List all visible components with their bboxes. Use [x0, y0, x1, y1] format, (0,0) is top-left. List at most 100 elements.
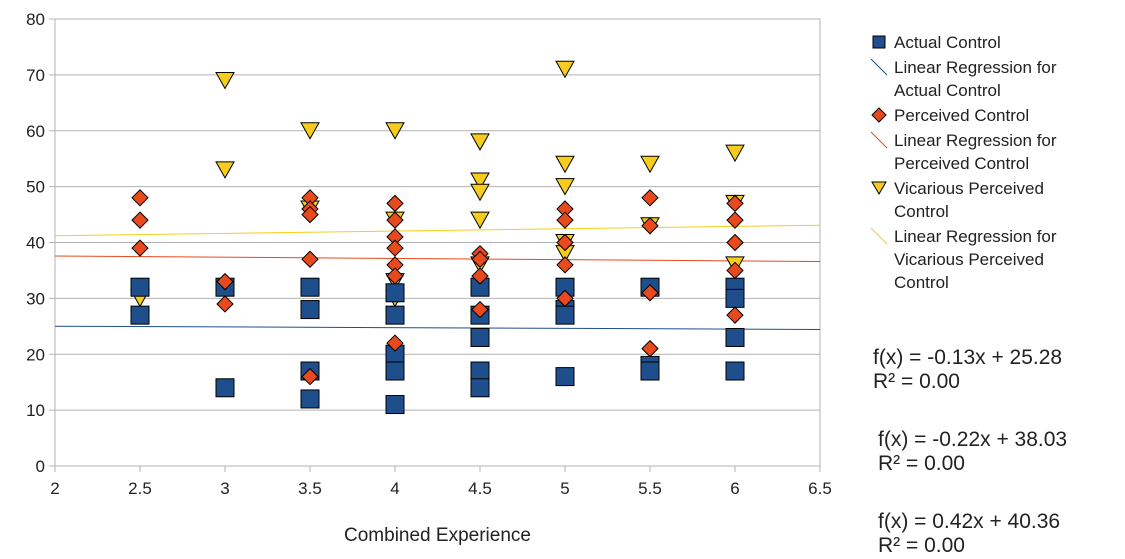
- legend-label: Vicarious Perceived Control: [894, 179, 1044, 221]
- regression-line: [54, 224, 821, 237]
- perceived-control-point: [386, 211, 404, 229]
- perceived-control-point: [386, 334, 404, 352]
- perceived-control-point: [386, 267, 404, 285]
- legend-item-vicarious-regression: Linear Regression for Vicarious Perceive…: [868, 225, 1118, 294]
- y-tick-label: 10: [26, 401, 45, 420]
- regression-equation-actual: f(x) = -0.13x + 25.28 R² = 0.00: [873, 346, 1062, 394]
- perceived-control-point: [726, 306, 744, 324]
- vicarious-control-point: [470, 183, 490, 202]
- y-tick-label: 30: [26, 289, 45, 308]
- perceived-control-point: [301, 250, 319, 268]
- regression-line: [54, 255, 821, 262]
- scatter-chart: 0 10 20 30 40 50 60 70 80 2 2.5 3 3.5 4 4.5 5 5.5 6 6.5 Com…: [26, 10, 832, 546]
- actual-control-point: [470, 327, 490, 347]
- perceived-control-point: [301, 367, 319, 386]
- vicarious-control-point: [555, 155, 575, 174]
- perceived-control-point: [641, 189, 659, 207]
- perceived-control-point: [556, 256, 574, 274]
- x-tick-label: 2.5: [128, 479, 152, 498]
- actual-control-point: [555, 305, 575, 325]
- plot-area-frame: [54, 18, 821, 467]
- diamond-marker-icon: [871, 107, 887, 123]
- r-squared-text: R² = 0.00: [878, 534, 965, 557]
- regression-equation-perceived: f(x) = -0.22x + 38.03 R² = 0.00: [878, 428, 1067, 476]
- legend-item-perceived-control: Perceived Control: [868, 104, 1118, 127]
- line-icon: [870, 131, 888, 149]
- equation-text: f(x) = 0.42x + 40.36: [878, 510, 1061, 533]
- legend-item-perceived-regression: Linear Regression for Perceived Control: [868, 129, 1118, 175]
- actual-control-point: [470, 361, 490, 381]
- legend-label: Perceived Control: [894, 106, 1030, 125]
- vicarious-control-point: [555, 178, 575, 196]
- legend-item-vicarious-control: Vicarious Perceived Control: [868, 177, 1118, 223]
- perceived-control-point: [386, 239, 404, 257]
- perceived-control-point: [216, 272, 234, 291]
- perceived-control-point: [471, 250, 489, 268]
- legend-label: Linear Regression for Perceived Control: [894, 131, 1057, 173]
- perceived-control-point: [556, 211, 574, 229]
- vicarious-control-point: [300, 122, 320, 140]
- actual-control-point: [300, 277, 320, 297]
- actual-control-point: [725, 327, 745, 347]
- x-tick-label: 5: [560, 479, 569, 498]
- perceived-control-point: [216, 295, 234, 313]
- actual-control-point: [385, 395, 405, 415]
- vicarious-control-point: [215, 71, 235, 90]
- y-tick-label: 50: [26, 178, 45, 197]
- y-tick-label: 40: [26, 234, 45, 253]
- perceived-control-point: [301, 205, 319, 224]
- perceived-control-point: [726, 211, 744, 229]
- x-axis-title: Combined Experience: [344, 525, 531, 546]
- vicarious-control-point: [470, 172, 490, 191]
- legend-item-actual-regression: Linear Regression for Actual Control: [868, 56, 1118, 102]
- perceived-control-point: [131, 239, 149, 257]
- triangle-down-marker-icon: [871, 181, 887, 195]
- r-squared-text: R² = 0.00: [873, 370, 960, 393]
- x-tick-label: 6.5: [808, 479, 832, 498]
- actual-control-point: [130, 277, 150, 297]
- actual-control-point: [725, 361, 745, 381]
- regression-line: [54, 325, 821, 330]
- perceived-control-point: [556, 289, 574, 308]
- regression-equation-vicarious: f(x) = 0.42x + 40.36 R² = 0.00: [878, 510, 1060, 558]
- vicarious-control-point: [725, 144, 745, 163]
- actual-control-point: [130, 305, 150, 325]
- actual-control-point: [300, 300, 320, 320]
- legend-label: Linear Regression for Vicarious Perceive…: [894, 227, 1057, 292]
- equation-text: f(x) = -0.22x + 38.03: [878, 428, 1068, 451]
- equation-text: f(x) = -0.13x + 25.28: [873, 346, 1063, 369]
- perceived-control-point: [131, 211, 149, 229]
- vicarious-control-point: [640, 155, 660, 174]
- vicarious-control-point: [555, 60, 575, 79]
- y-tick-label: 20: [26, 345, 45, 364]
- perceived-control-point: [556, 233, 574, 252]
- perceived-control-point: [386, 194, 404, 213]
- vicarious-control-point: [215, 161, 235, 179]
- actual-control-point: [725, 288, 745, 308]
- perceived-control-point: [726, 233, 744, 252]
- actual-control-point: [215, 378, 235, 398]
- x-tick-label: 5.5: [638, 479, 662, 498]
- line-icon: [870, 227, 888, 245]
- line-icon: [870, 58, 888, 76]
- actual-control-point: [385, 361, 405, 381]
- perceived-control-point: [641, 284, 659, 302]
- legend-item-actual-control: Actual Control: [868, 31, 1118, 54]
- vicarious-control-point: [385, 122, 405, 140]
- vicarious-control-point: [470, 133, 490, 151]
- x-tick-label: 6: [730, 479, 739, 498]
- perceived-control-point: [726, 194, 744, 213]
- actual-control-point: [385, 305, 405, 325]
- x-tick-label: 3: [220, 479, 229, 498]
- y-tick-label: 60: [26, 122, 45, 141]
- r-squared-text: R² = 0.00: [878, 452, 965, 475]
- actual-control-point: [640, 361, 660, 381]
- actual-control-point: [555, 367, 575, 387]
- perceived-control-point: [471, 267, 489, 285]
- x-tick-label: 4.5: [468, 479, 492, 498]
- x-tick-label: 3.5: [298, 479, 322, 498]
- x-tick-label: 2: [50, 479, 59, 498]
- actual-control-point: [300, 389, 320, 409]
- perceived-control-point: [641, 217, 659, 235]
- vicarious-control-point: [470, 211, 490, 230]
